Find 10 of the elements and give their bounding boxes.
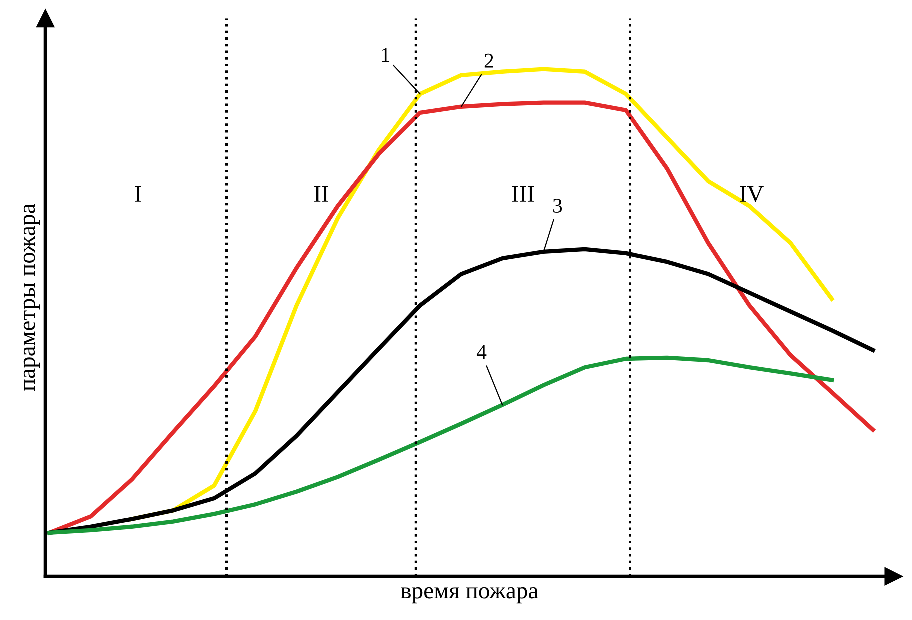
y-axis-title: параметры пожара <box>24 204 40 392</box>
text: 1 <box>382 48 390 62</box>
annotation: I <box>135 186 142 202</box>
annotation: III <box>512 186 534 202</box>
x-axis-title: время пожара <box>401 587 538 604</box>
annotation: II <box>314 186 328 202</box>
series-label: 3 <box>553 198 562 213</box>
series-label: 2 <box>484 54 494 68</box>
text: 4 <box>476 345 487 360</box>
annotation: IV <box>740 186 764 202</box>
